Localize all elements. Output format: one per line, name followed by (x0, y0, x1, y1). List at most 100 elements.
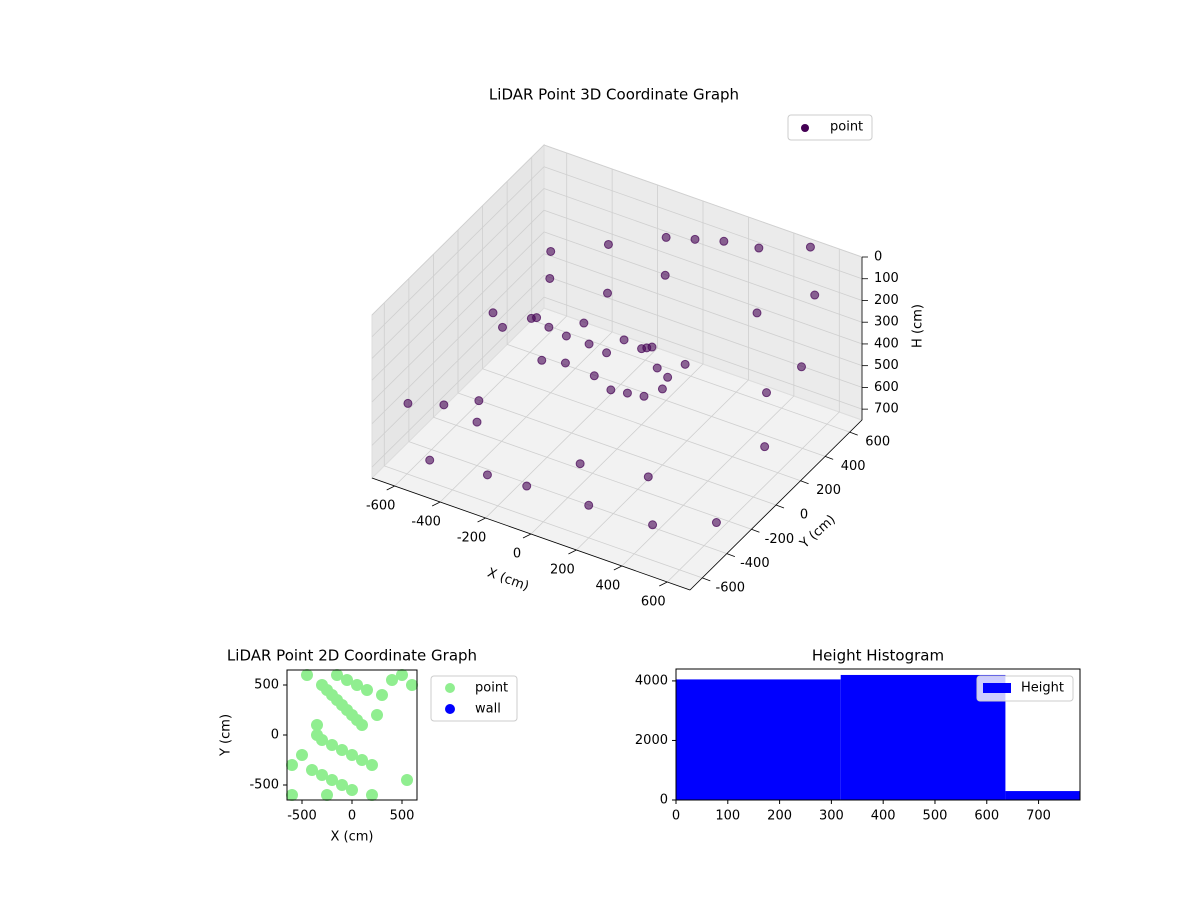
point (301, 669, 313, 681)
x-tick-label: 700 (1026, 809, 1051, 824)
point (366, 759, 378, 771)
grid-line (371, 209, 545, 381)
point (584, 500, 594, 510)
point (336, 779, 348, 791)
tick-mark (751, 528, 760, 533)
tick-mark (477, 517, 486, 523)
x-tick-label: 400 (871, 809, 896, 824)
point (326, 739, 338, 751)
point (560, 358, 570, 368)
grid-line (371, 166, 545, 338)
legend-marker (801, 124, 809, 132)
grid-line (543, 166, 863, 280)
point (488, 308, 498, 318)
point (376, 689, 388, 701)
point (356, 719, 368, 731)
point (532, 313, 542, 323)
grid-line (408, 441, 727, 554)
point (561, 331, 571, 341)
x-axis-label: X (cm) (485, 566, 531, 595)
x-tick-label: 0 (348, 809, 356, 824)
point (810, 290, 820, 300)
point (336, 744, 348, 756)
y-tick-label: 600 (865, 435, 890, 450)
grid-line (457, 392, 777, 506)
grid-line (531, 319, 850, 433)
point (361, 684, 373, 696)
grid-line (543, 188, 863, 301)
point (537, 355, 547, 365)
point (286, 789, 298, 801)
z-tick-label: 200 (874, 293, 899, 308)
axes-frame (286, 669, 418, 801)
point (474, 396, 484, 406)
point (647, 342, 657, 352)
x-tick-label: 200 (767, 809, 792, 824)
grid-line (543, 253, 863, 367)
x-tick-label: 600 (974, 809, 999, 824)
point (386, 674, 398, 686)
y-tick-label: 2000 (635, 733, 668, 748)
grid-line (371, 188, 545, 359)
y-tick-label: -400 (740, 556, 770, 571)
tick-mark (726, 553, 735, 557)
tick-mark (568, 549, 577, 555)
point (366, 789, 378, 801)
point (657, 384, 667, 394)
point (760, 442, 770, 452)
bars (676, 674, 1080, 800)
point (643, 472, 653, 482)
point (661, 232, 671, 242)
point (589, 371, 599, 381)
x-tick-label: -200 (457, 531, 487, 546)
point (603, 239, 613, 249)
point (341, 674, 353, 686)
y-tick-label: -500 (249, 778, 279, 793)
point (711, 518, 721, 528)
y-tick-label: 4000 (635, 673, 668, 688)
tick-mark (775, 504, 785, 509)
x-tick-label: 500 (390, 809, 415, 824)
tick-mark (386, 485, 395, 491)
legend-box (430, 675, 518, 722)
point (406, 679, 418, 691)
grid-line (543, 231, 863, 345)
point (660, 270, 670, 280)
x-tick-label: 100 (715, 809, 740, 824)
point (546, 246, 556, 256)
legend-label: point (475, 681, 508, 696)
point (286, 759, 298, 771)
grid-line (371, 275, 545, 446)
x-axis-label: X (cm) (331, 830, 374, 845)
point (482, 470, 492, 480)
legend-box (976, 675, 1074, 702)
z-tick-label: 500 (874, 358, 899, 373)
tick-mark (522, 533, 532, 539)
y-tick-label: -600 (716, 580, 746, 595)
y-tick-label: 0 (800, 508, 808, 523)
legend-label: wall (475, 702, 501, 717)
bar (1005, 791, 1080, 800)
y-tick-label: 500 (254, 678, 279, 693)
grid-line (371, 231, 545, 403)
legend-box (787, 114, 873, 141)
grid-line (507, 344, 826, 457)
grid-line (543, 209, 863, 323)
grid-line (482, 368, 801, 482)
legend-label: point (830, 120, 863, 135)
grid-line (371, 253, 545, 424)
z-tick-label: 300 (874, 315, 899, 330)
y-tick-label: -200 (765, 532, 795, 547)
tick-mark (431, 501, 441, 507)
y-axis-label: Y (cm) (219, 714, 234, 757)
point (603, 288, 612, 298)
point (401, 774, 413, 786)
point (306, 764, 318, 776)
point (680, 359, 690, 369)
grid-line (384, 465, 703, 579)
point (648, 520, 658, 530)
y-tick-label: 0 (660, 793, 668, 808)
point (575, 459, 585, 469)
legend-marker (445, 704, 455, 714)
y-tick-label: 400 (841, 459, 866, 474)
